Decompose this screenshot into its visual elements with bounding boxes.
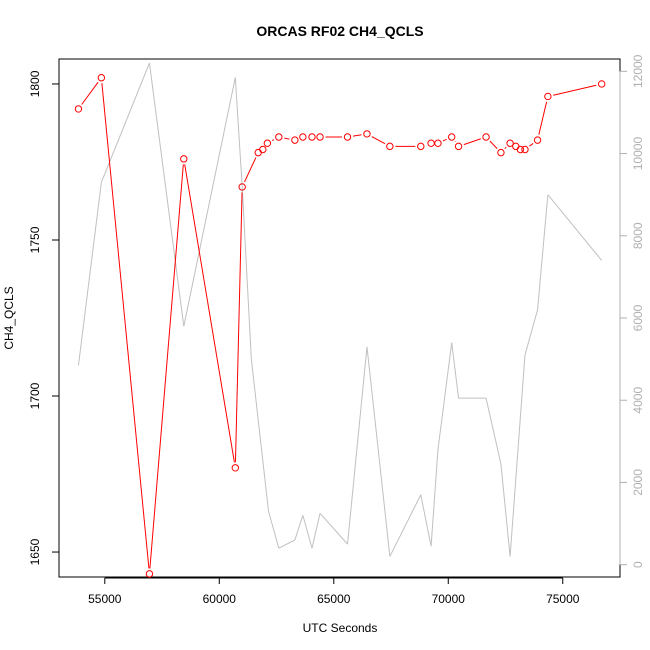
secondary-segment	[250, 359, 270, 512]
ch4-qcls-segment	[371, 136, 386, 145]
secondary-segment	[234, 77, 243, 187]
secondary-segment	[302, 515, 313, 549]
x-axis: 55000 60000 65000 70000 75000	[88, 577, 580, 606]
secondary-segment	[509, 354, 526, 557]
secondary-segment	[537, 194, 549, 310]
ch4-qcls-point	[291, 136, 299, 144]
ch4-qcls-segment	[538, 101, 548, 135]
ch4-qcls-point	[417, 142, 425, 151]
y-axis-label: CH4_QCLS	[2, 286, 16, 349]
x-tick-label: 75000	[546, 592, 580, 606]
ch4-qcls-segment	[234, 192, 243, 463]
y2-tick-label: 2000	[631, 469, 645, 496]
ch4-qcls-point	[544, 92, 552, 101]
ch4-qcls-point	[497, 148, 505, 157]
ch4-qcls-point	[597, 80, 606, 88]
secondary-segment	[451, 342, 460, 399]
x-tick-label: 70000	[432, 592, 466, 606]
y2-tick-label: 0	[631, 561, 645, 568]
ch4-qcls-segment	[529, 143, 534, 147]
secondary-segment	[500, 463, 511, 557]
ch4-qcls-point	[521, 145, 529, 154]
y2-tick-label: 8000	[631, 222, 645, 249]
ch4-qcls-point	[238, 183, 246, 191]
ch4-qcls-point	[454, 142, 463, 151]
secondary-segment	[485, 398, 502, 465]
x-tick-label: 60000	[203, 592, 237, 606]
x-axis-label: UTC Seconds	[303, 621, 378, 635]
secondary-segment	[524, 309, 539, 356]
ch4-qcls-point	[74, 105, 83, 113]
ch4-qcls-segment	[489, 140, 498, 149]
secondary-segment	[389, 494, 422, 557]
secondary-segment	[148, 63, 185, 327]
chart-title: ORCAS RF02 CH4_QCLS	[256, 23, 423, 39]
ch4-qcls-segment	[271, 139, 275, 142]
secondary-segment	[347, 346, 368, 545]
ch4-qcls-point	[343, 133, 352, 141]
primary-series-group	[74, 74, 606, 578]
y-tick-label: 1650	[28, 538, 42, 565]
ch4-qcls-point	[231, 464, 240, 472]
ch4-qcls-point	[448, 133, 456, 141]
ch4-qcls-segment	[184, 164, 235, 463]
y-tick-label: 1800	[28, 70, 42, 97]
ch4-qcls-point	[386, 142, 394, 151]
secondary-segment	[294, 515, 304, 541]
ch4-qcls-segment	[101, 83, 150, 569]
ch4-qcls-point	[316, 133, 324, 141]
secondary-series-group	[77, 62, 603, 557]
ch4-qcls-segment	[284, 137, 290, 140]
y-axis-left: 1650 1700 1750 1800	[28, 70, 60, 565]
ch4-qcls-segment	[463, 138, 482, 146]
ch4-qcls-point	[533, 136, 542, 144]
y-tick-label: 1700	[28, 382, 42, 409]
secondary-segment	[420, 494, 432, 547]
ch4-qcls-point	[434, 139, 442, 147]
secondary-segment	[278, 539, 296, 549]
secondary-segment	[77, 182, 102, 366]
ch4-qcls-point	[308, 133, 316, 141]
secondary-segment	[430, 449, 439, 547]
y2-tick-label: 12000	[631, 54, 645, 88]
ch4-qcls-point	[363, 130, 371, 138]
secondary-segment	[183, 77, 236, 327]
ch4-qcls-segment	[244, 157, 257, 183]
ch4-qcls-point	[259, 145, 267, 154]
secondary-segment	[547, 194, 603, 261]
ch4-qcls-point	[97, 74, 106, 82]
ch4-qcls-segment	[352, 134, 362, 137]
ch4-qcls-point	[482, 133, 490, 141]
ch4-qcls-point	[516, 145, 525, 154]
secondary-segment	[268, 511, 280, 549]
ch4-qcls-point	[145, 570, 154, 578]
ch4-qcls-point	[275, 133, 283, 141]
y2-tick-label: 6000	[631, 304, 645, 331]
ch4-qcls-point	[263, 139, 272, 147]
ch4-qcls-segment	[442, 138, 447, 142]
secondary-segment	[366, 346, 391, 557]
y-axis-right: 0 2000 4000 6000 8000 10000 12000	[619, 54, 645, 568]
ch4-qcls-point	[180, 155, 188, 163]
y2-tick-label: 10000	[631, 137, 645, 171]
ch4-qcls-segment	[149, 164, 184, 569]
y-tick-label: 1750	[28, 226, 42, 253]
secondary-segment	[241, 186, 252, 360]
ch4-qcls-segment	[504, 146, 507, 150]
ch4-qcls-point	[506, 139, 514, 147]
x-tick-label: 65000	[317, 592, 351, 606]
secondary-segment	[319, 512, 348, 545]
secondary-segment	[437, 342, 453, 450]
ch4-qcls-point	[299, 133, 307, 141]
secondary-segment	[311, 513, 321, 549]
ch4-qcls-segment	[553, 84, 597, 96]
y2-tick-label: 4000	[631, 387, 645, 414]
x-tick-label: 55000	[88, 592, 122, 606]
ch4-qcls-segment	[81, 81, 99, 105]
